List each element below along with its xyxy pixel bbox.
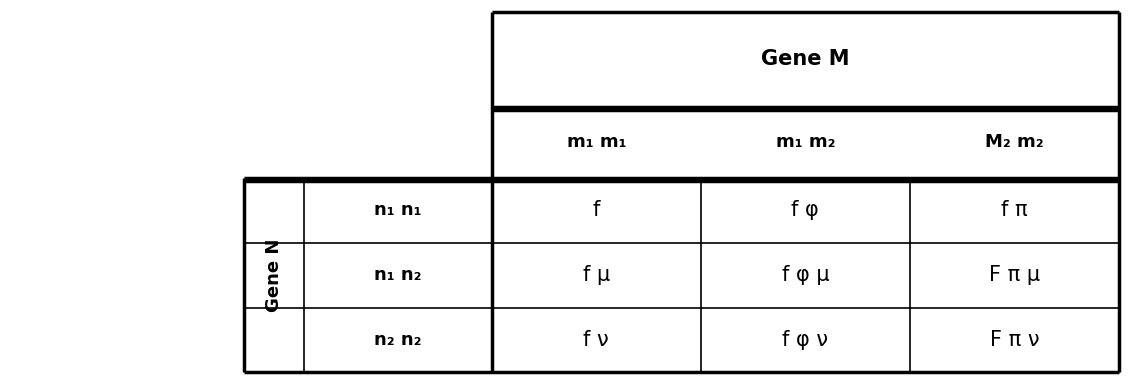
Text: F π μ: F π μ xyxy=(988,265,1039,285)
Text: f ν: f ν xyxy=(584,330,609,350)
Text: Gene N: Gene N xyxy=(265,238,283,312)
Text: f: f xyxy=(593,200,600,220)
Text: m₁ m₂: m₁ m₂ xyxy=(776,133,835,151)
Text: f π: f π xyxy=(1001,200,1028,220)
Text: n₁ n₂: n₁ n₂ xyxy=(374,266,421,284)
Text: f μ: f μ xyxy=(583,265,610,285)
Text: f φ μ: f φ μ xyxy=(782,265,829,285)
Text: n₁ n₁: n₁ n₁ xyxy=(374,201,421,219)
Text: f φ ν: f φ ν xyxy=(783,330,828,350)
Text: Gene M: Gene M xyxy=(761,50,850,70)
Text: M₂ m₂: M₂ m₂ xyxy=(985,133,1044,151)
Text: f φ: f φ xyxy=(792,200,819,220)
Text: m₁ m₁: m₁ m₁ xyxy=(567,133,626,151)
Text: n₂ n₂: n₂ n₂ xyxy=(374,331,421,349)
Text: F π ν: F π ν xyxy=(989,330,1039,350)
